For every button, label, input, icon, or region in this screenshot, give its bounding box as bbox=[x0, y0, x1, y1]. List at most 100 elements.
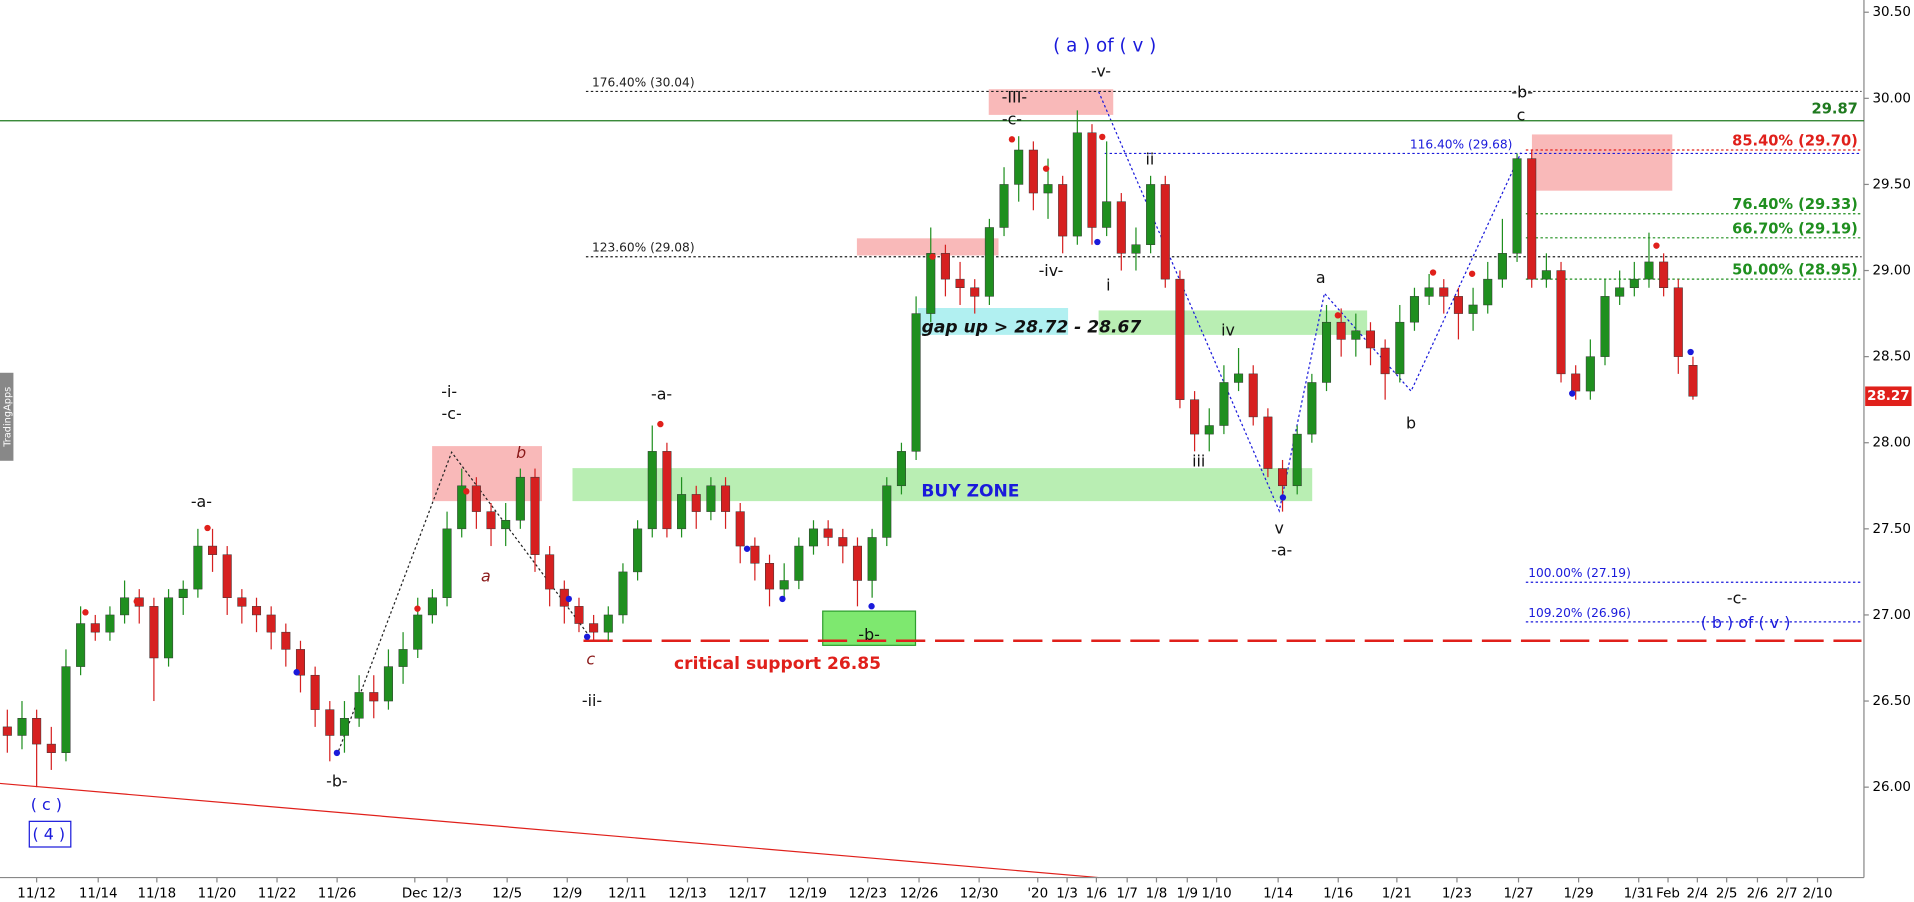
candle-body bbox=[1102, 201, 1112, 228]
fib-label: 76.40% (29.33) bbox=[1732, 196, 1858, 213]
candle-body bbox=[369, 692, 379, 702]
wave-label: -ii- bbox=[582, 691, 602, 710]
candle-body bbox=[1527, 158, 1537, 280]
wave-label: -v- bbox=[1091, 62, 1111, 81]
x-tick-label: 1/9 bbox=[1176, 886, 1198, 901]
candle-body bbox=[926, 253, 936, 314]
x-tick-label: 11/14 bbox=[79, 886, 118, 901]
candle-body bbox=[735, 511, 745, 547]
candle-body bbox=[515, 476, 525, 521]
candle-body bbox=[325, 709, 335, 736]
x-tick-label: 1/10 bbox=[1202, 886, 1232, 901]
signal-dot bbox=[1429, 269, 1437, 276]
signal-dot bbox=[779, 595, 786, 603]
candle-body bbox=[1541, 270, 1551, 280]
wave-label: b bbox=[516, 443, 526, 462]
fib-label: 66.70% (29.19) bbox=[1732, 220, 1858, 237]
wave-label: a bbox=[481, 566, 491, 585]
candle-body bbox=[442, 528, 452, 598]
candle-body bbox=[882, 485, 892, 538]
fib-label: 123.60% (29.08) bbox=[592, 241, 695, 255]
wave-line bbox=[1098, 91, 1522, 513]
signal-dot bbox=[583, 633, 591, 640]
wave-label: -III- bbox=[1002, 87, 1027, 106]
candle-body bbox=[794, 545, 804, 581]
candle-body bbox=[266, 614, 276, 633]
x-tick-label: 12/11 bbox=[608, 886, 647, 901]
wave-label: -c- bbox=[442, 404, 462, 423]
candle-body bbox=[603, 614, 613, 633]
watermark: TradingApps bbox=[2, 387, 13, 448]
candle-body bbox=[1072, 132, 1082, 237]
x-tick-label: 1/8 bbox=[1146, 886, 1168, 901]
candle-body bbox=[1160, 184, 1170, 280]
trend-line bbox=[0, 782, 1099, 879]
candle-body bbox=[1409, 296, 1419, 323]
candle-body bbox=[1116, 201, 1126, 254]
candle-body bbox=[589, 623, 599, 633]
x-tick-label: 12/17 bbox=[728, 886, 767, 901]
candle-body bbox=[1278, 468, 1288, 487]
x-tick-label: 2/6 bbox=[1747, 886, 1769, 901]
signal-dot bbox=[565, 595, 573, 603]
x-tick-label: Dec bbox=[402, 886, 428, 901]
y-tick-label: 26.00 bbox=[1872, 780, 1910, 795]
resistance-zone bbox=[988, 89, 1114, 115]
candle-body bbox=[1453, 296, 1463, 314]
candle-body bbox=[413, 614, 423, 650]
candle-body bbox=[32, 718, 42, 745]
candle-body bbox=[999, 184, 1009, 228]
candle-body bbox=[618, 571, 628, 616]
fib-label: 109.20% (26.96) bbox=[1528, 606, 1631, 620]
price-axis-area bbox=[1863, 0, 1914, 902]
resistance-label: 29.87 bbox=[1812, 101, 1858, 118]
candle-body bbox=[545, 554, 555, 590]
candle-body bbox=[383, 666, 393, 702]
y-tick-label: 29.50 bbox=[1872, 177, 1910, 192]
wave-label: b bbox=[1406, 414, 1416, 433]
candle-body bbox=[1131, 244, 1141, 254]
x-tick-label: 11/18 bbox=[138, 886, 177, 901]
candle-body bbox=[295, 649, 305, 676]
candle-body bbox=[1395, 321, 1405, 375]
fib-label: 176.40% (30.04) bbox=[592, 75, 695, 89]
signal-dot bbox=[1099, 133, 1106, 141]
x-tick-label: 1/31 bbox=[1624, 886, 1654, 901]
wave-label: i bbox=[1106, 275, 1110, 294]
candle-body bbox=[1556, 270, 1566, 375]
resistance-zone bbox=[1531, 134, 1673, 191]
wave-line bbox=[336, 450, 592, 756]
signal-dot bbox=[657, 420, 664, 428]
wave-label: -i- bbox=[441, 382, 457, 401]
signal-dot bbox=[414, 605, 421, 612]
watermark-box bbox=[0, 372, 14, 461]
wave-label: -b- bbox=[326, 772, 348, 791]
candle-body bbox=[1497, 253, 1507, 280]
wave-label: -b- bbox=[858, 625, 880, 644]
x-tick-label: 1/23 bbox=[1442, 886, 1472, 901]
fib-label: 116.40% (29.68) bbox=[1410, 137, 1513, 151]
candle-body bbox=[721, 485, 731, 512]
candle-body bbox=[237, 597, 247, 607]
candle-body bbox=[1629, 278, 1639, 288]
wave-label: -a- bbox=[651, 384, 672, 403]
x-tick-label: 1/3 bbox=[1056, 886, 1078, 901]
candle-body bbox=[310, 674, 320, 710]
signal-dot bbox=[1334, 312, 1342, 319]
x-tick-label: 1/6 bbox=[1086, 886, 1108, 901]
signal-dot bbox=[293, 669, 300, 676]
last-price: 28.27 bbox=[1867, 389, 1909, 404]
x-tick-label: 12/3 bbox=[432, 886, 462, 901]
y-tick-label: 30.00 bbox=[1872, 91, 1910, 106]
candle-body bbox=[208, 545, 218, 555]
signal-dot bbox=[1687, 348, 1694, 356]
candle-body bbox=[1615, 287, 1625, 297]
candle-body bbox=[1307, 382, 1317, 435]
wave-label: c bbox=[586, 649, 595, 668]
signal-dot bbox=[82, 609, 89, 616]
candle-body bbox=[1234, 373, 1244, 383]
candle-body bbox=[677, 494, 687, 530]
resistance-zone bbox=[856, 238, 999, 256]
wave-label: BUY ZONE bbox=[921, 481, 1019, 501]
